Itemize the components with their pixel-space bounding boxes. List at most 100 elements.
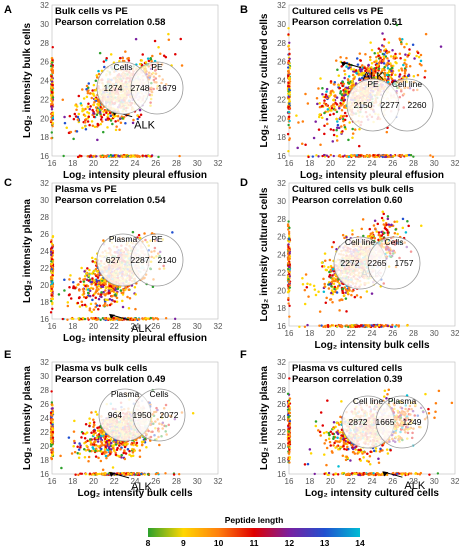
data-point [92, 94, 96, 97]
data-point [85, 84, 89, 88]
data-point [341, 289, 344, 293]
data-point [89, 92, 92, 95]
data-point [95, 280, 99, 283]
data-point [358, 67, 362, 71]
x-tick-label: 22 [110, 159, 119, 168]
data-point [339, 56, 342, 59]
data-point [147, 154, 151, 158]
data-point [341, 130, 344, 133]
data-point [162, 54, 166, 57]
data-point [92, 83, 96, 87]
y-tick-label: 30 [40, 372, 49, 381]
data-point [157, 155, 160, 159]
data-point [365, 290, 369, 293]
y-tick-label: 28 [40, 386, 49, 395]
data-point [100, 295, 103, 299]
data-point [83, 303, 87, 307]
data-point [331, 267, 335, 271]
x-tick-label: 20 [326, 159, 335, 168]
data-point [288, 286, 292, 289]
data-point [382, 59, 385, 63]
data-point [109, 153, 113, 157]
data-point [385, 49, 388, 53]
y-tick-label: 30 [277, 20, 286, 29]
data-point [130, 318, 134, 321]
data-point [50, 297, 54, 301]
data-point [127, 307, 131, 310]
data-point [100, 277, 103, 281]
data-point [95, 304, 99, 307]
x-axis-label: Log₂ intensity pleural effusion [300, 170, 444, 181]
y-tick-label: 26 [277, 233, 286, 242]
data-point [321, 86, 324, 90]
data-point [287, 220, 290, 223]
data-point [147, 59, 151, 63]
data-point [78, 289, 81, 292]
x-tick-label: 24 [131, 159, 140, 168]
data-point [416, 73, 420, 77]
data-point [86, 317, 90, 320]
data-point [351, 127, 354, 131]
data-point [353, 154, 356, 157]
data-point [288, 57, 291, 60]
data-point [94, 267, 98, 271]
data-point [287, 262, 290, 265]
data-point [288, 93, 292, 96]
data-point [121, 291, 125, 294]
data-point [51, 88, 54, 92]
data-point [63, 278, 66, 282]
data-point [345, 114, 348, 118]
y-tick-label: 18 [40, 133, 49, 142]
data-point [91, 277, 94, 280]
data-point [326, 108, 330, 111]
data-point [383, 226, 387, 230]
data-point [288, 126, 291, 129]
data-point [381, 155, 384, 159]
data-point [98, 304, 101, 307]
x-tick-label: 18 [68, 477, 77, 486]
data-point [88, 155, 92, 158]
data-point [416, 51, 420, 55]
data-point [81, 126, 84, 130]
data-point [311, 155, 315, 158]
data-point [390, 69, 393, 73]
data-point [141, 317, 144, 320]
data-point [296, 146, 299, 150]
data-point [320, 261, 324, 264]
panel-a: A16 18 20 22 24 26 28 30 32161820222426283032Log… [4, 1, 223, 181]
data-point [304, 92, 307, 96]
y-tick-label: 16 [40, 315, 49, 324]
x-tick-label: 20 [89, 322, 98, 331]
data-point [312, 136, 316, 140]
data-point [369, 55, 372, 59]
data-point [382, 219, 385, 222]
data-point [404, 154, 407, 157]
y-tick-label: 22 [277, 268, 286, 277]
data-point [328, 95, 331, 98]
data-point [61, 317, 64, 321]
data-point [72, 317, 75, 321]
panel-c: C16 18 20 22 24 26 28 30 32161820222426283032Log… [4, 177, 223, 344]
x-tick-label: 22 [347, 159, 356, 168]
data-point [364, 53, 367, 56]
data-point [288, 52, 291, 56]
data-point [363, 66, 366, 70]
data-point [82, 97, 86, 100]
data-point [330, 284, 333, 288]
data-point [288, 41, 291, 44]
data-point [69, 274, 72, 277]
venn-right-only: 2260 [408, 100, 427, 110]
data-point [382, 212, 385, 216]
data-point [369, 41, 372, 44]
data-point [376, 52, 380, 55]
data-point [379, 56, 382, 60]
data-point [345, 324, 348, 327]
data-point [328, 273, 332, 277]
data-point [385, 73, 389, 77]
data-point [51, 302, 54, 306]
data-point [406, 220, 409, 223]
data-point [158, 52, 162, 56]
data-point [100, 120, 104, 123]
data-point [336, 123, 340, 127]
